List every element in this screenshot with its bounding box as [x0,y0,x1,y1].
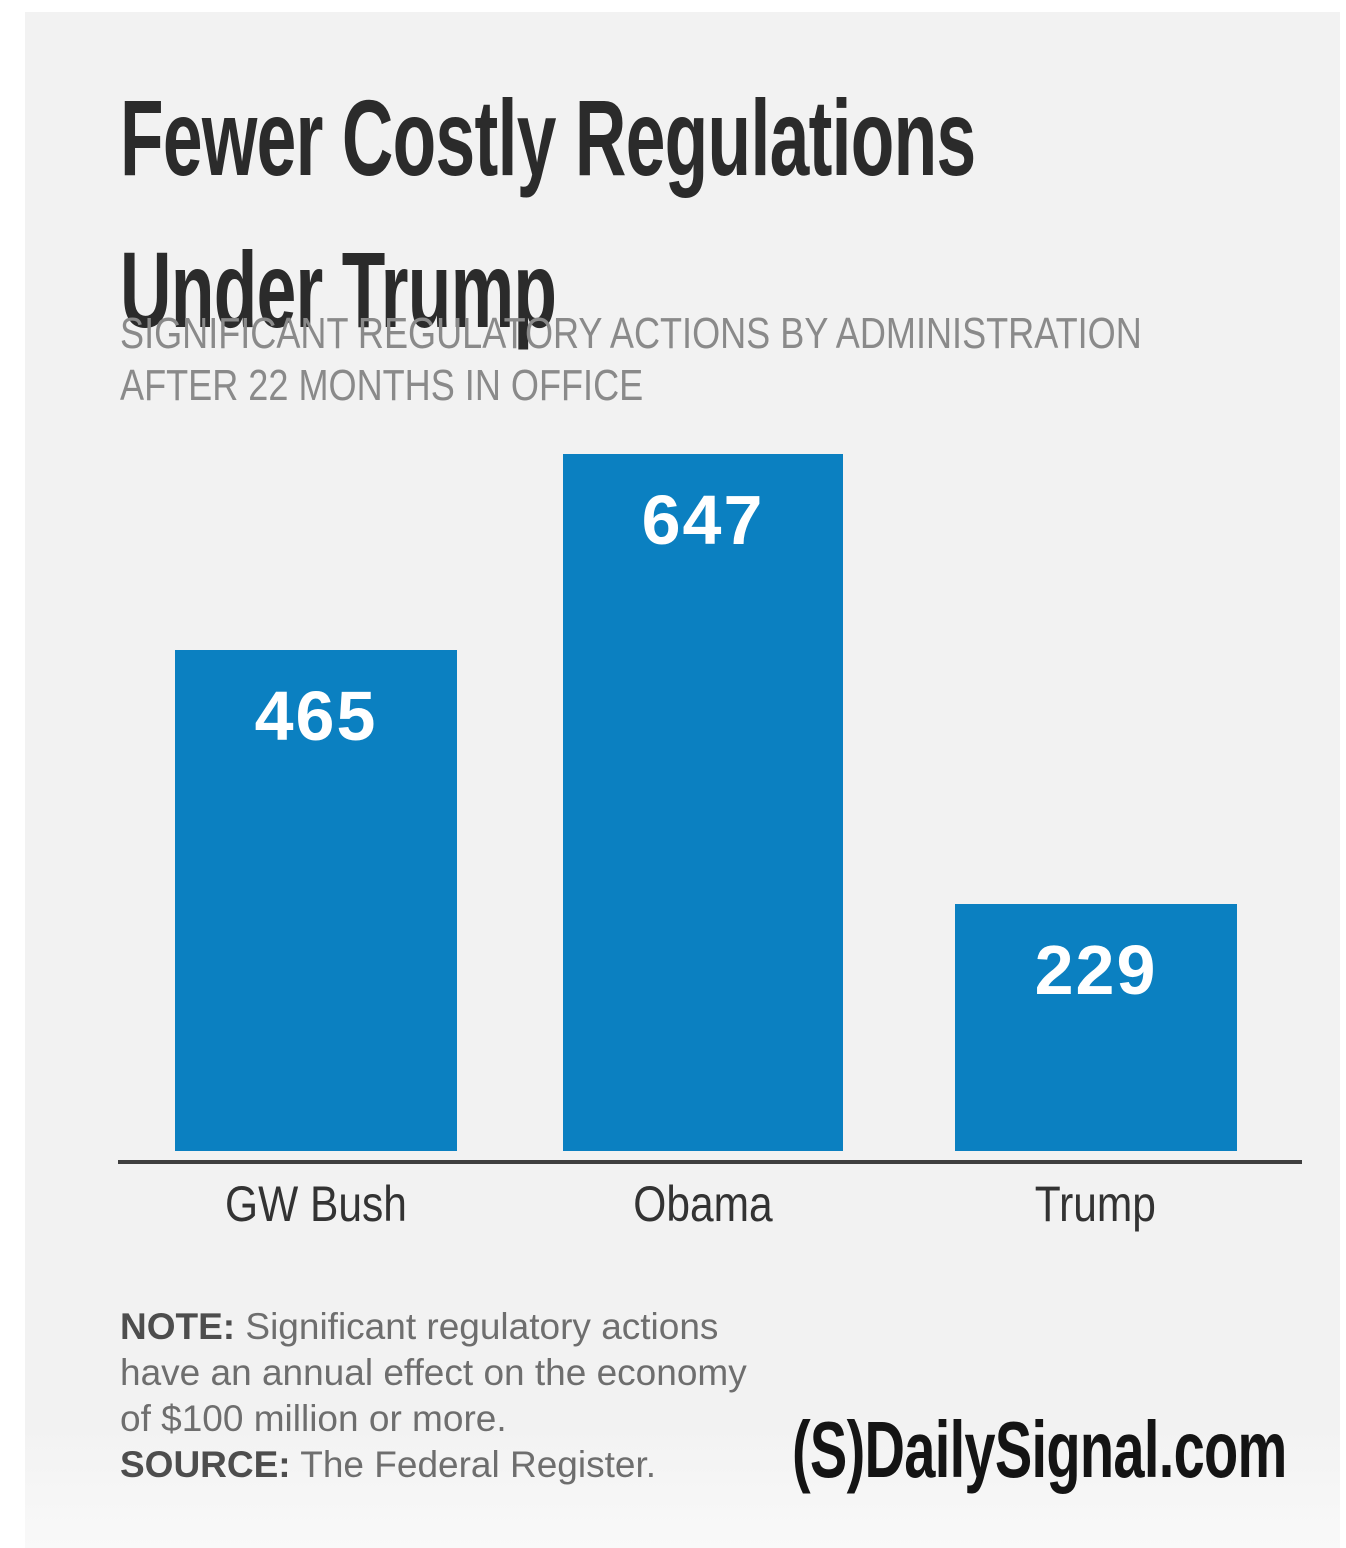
bar-obama: 647 [563,454,843,1151]
note-line-3: of $100 million or more. [120,1398,507,1439]
note-label: NOTE: [120,1306,236,1347]
chart-subtitle: SIGNIFICANT REGULATORY ACTIONS BY ADMINI… [120,308,1346,412]
category-label-trump: Trump [1034,1176,1156,1232]
note-line-2: have an annual effect on the economy [120,1352,747,1393]
category-label-obama: Obama [633,1176,773,1232]
bar-value-trump: 229 [1034,931,1158,1009]
note-line-1: NOTE: Significant regulatory actions [120,1306,719,1347]
chart-title: Fewer Costly Regulations Under Trump [120,62,1346,366]
daily-signal-logo-text: DailySignal.com [864,1405,1288,1494]
bar-value-gw-bush: 465 [254,677,378,755]
source-line: SOURCE: The Federal Register. [120,1444,657,1485]
category-label-gw-bush: GW Bush [225,1176,407,1232]
bar-value-obama: 647 [641,481,765,559]
bar-trump: 229 [955,904,1237,1151]
bar-gw-bush: 465 [175,650,457,1151]
daily-signal-logo-mark: (S) [792,1405,865,1494]
footnote-block: NOTE: Significant regulatory actions hav… [120,1304,747,1488]
chart-title-line2: Under Trump [120,229,557,350]
source-label: SOURCE: [120,1444,291,1485]
chart-subtitle-line1: SIGNIFICANT REGULATORY ACTIONS BY ADMINI… [120,309,1142,358]
x-axis-line [118,1160,1302,1164]
chart-title-line1: Fewer Costly Regulations [120,77,976,198]
chart-card: Fewer Costly Regulations Under Trump SIG… [25,12,1340,1548]
daily-signal-logo: (S)DailySignal.com [792,1410,1287,1490]
chart-subtitle-line2: AFTER 22 MONTHS IN OFFICE [120,361,644,410]
